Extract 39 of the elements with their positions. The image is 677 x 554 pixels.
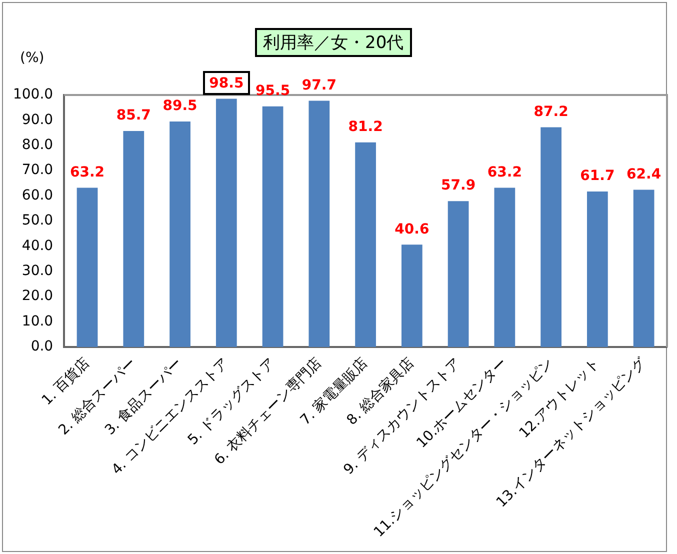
bar — [123, 131, 144, 347]
data-label: 87.2 — [534, 104, 568, 120]
y-axis-title: (%) — [20, 50, 44, 66]
data-label: 63.2 — [70, 164, 105, 180]
bar — [170, 121, 190, 347]
bar — [633, 190, 654, 347]
data-label: 61.7 — [580, 168, 615, 184]
bar — [262, 106, 284, 347]
y-tick-label: 100.0 — [12, 86, 54, 103]
bar — [448, 201, 469, 347]
y-tick-label: 30.0 — [22, 263, 54, 280]
data-label: 85.7 — [116, 108, 151, 124]
y-tick-label: 10.0 — [22, 313, 54, 330]
data-label: 89.5 — [162, 98, 198, 114]
y-tick-label: 20.0 — [22, 288, 54, 304]
data-label: 57.9 — [441, 178, 476, 194]
data-label: 81.2 — [348, 119, 383, 136]
bar — [76, 188, 98, 347]
bar — [586, 192, 608, 347]
y-tick-label: 40.0 — [22, 238, 54, 254]
bar — [355, 142, 376, 347]
y-tick-label: 80.0 — [22, 137, 54, 154]
y-tick-label: 0.0 — [30, 338, 54, 355]
y-tick-label: 70.0 — [22, 162, 54, 178]
data-label: 63.2 — [487, 164, 522, 180]
bar — [494, 188, 516, 347]
y-tick-label: 50.0 — [22, 212, 54, 229]
y-tick-label: 60.0 — [22, 187, 54, 204]
chart-title: 利用率／女・20代 — [255, 28, 412, 57]
y-tick-label: 90.0 — [22, 112, 54, 128]
data-label: 62.4 — [626, 166, 662, 182]
data-label: 97.7 — [302, 77, 336, 94]
data-label: 95.5 — [256, 82, 290, 99]
bar — [540, 127, 562, 347]
data-label: 98.5 — [209, 75, 244, 92]
bar — [216, 98, 237, 347]
bar — [308, 100, 330, 347]
bar — [401, 244, 422, 347]
data-label: 40.6 — [394, 221, 430, 238]
